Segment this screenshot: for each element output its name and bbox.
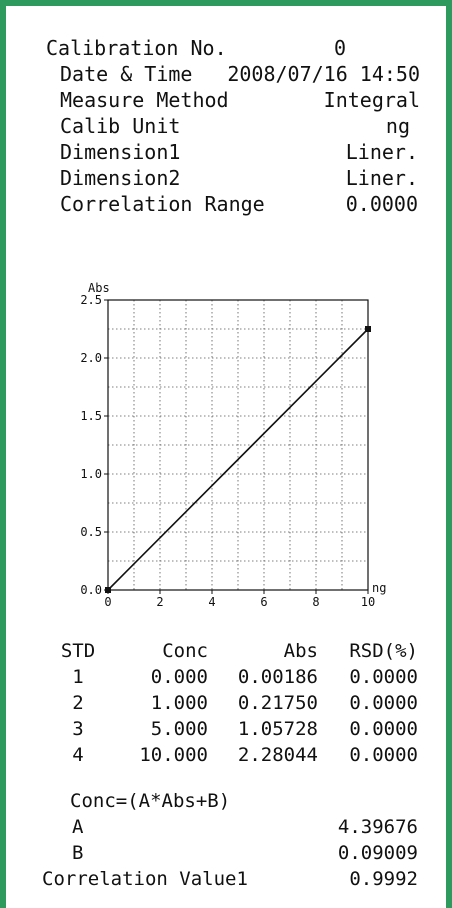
y-tick-label: 1.0	[80, 467, 102, 481]
dimension1-value: Liner.	[345, 140, 418, 164]
table-cell: 0.0000	[349, 666, 418, 688]
coefficient-b-value: 0.09009	[337, 842, 418, 864]
data-point-marker	[365, 326, 371, 332]
table-cell: 0.000	[150, 666, 208, 688]
x-tick-label: 8	[312, 595, 319, 609]
y-tick-label: 2.0	[80, 351, 102, 365]
measure-method-label: Measure Method	[60, 88, 229, 112]
table-cell: 2.28044	[237, 744, 318, 766]
x-tick-label: 6	[260, 595, 267, 609]
table-cell: 0.0000	[349, 744, 418, 766]
date-time-value: 2008/07/16 14:50	[227, 62, 420, 86]
table-header-cell: RSD(%)	[349, 640, 418, 662]
formula-equation: Conc=(A*Abs+B)	[70, 790, 231, 812]
y-tick-label: 1.5	[80, 409, 102, 423]
y-tick-label: 2.5	[80, 293, 102, 307]
dimension1-label: Dimension1	[60, 140, 181, 164]
table-cell: 0.0000	[349, 692, 418, 714]
correlation-range-value: 0.0000	[345, 192, 418, 216]
coefficient-a-label: A	[72, 816, 84, 838]
correlation-value-label: Correlation Value1	[42, 868, 248, 890]
calibration-no-label: Calibration No.	[46, 36, 227, 60]
x-tick-label: 0	[104, 595, 111, 609]
table-cell: 0.21750	[237, 692, 318, 714]
y-axis-label: Abs	[88, 281, 110, 295]
x-axis-label: ng	[372, 581, 386, 595]
table-cell: 1.05728	[237, 718, 318, 740]
table-header-cell: STD	[60, 640, 96, 662]
measure-method-value: Integral	[323, 88, 420, 112]
plot-area-border	[107, 299, 369, 591]
y-tick-label: 0.0	[80, 583, 102, 597]
coefficient-a-value: 4.39676	[337, 816, 418, 838]
table-header-cell: Abs	[283, 640, 318, 662]
dimension2-label: Dimension2	[60, 166, 181, 190]
x-tick-label: 4	[208, 595, 215, 609]
table-cell: 3	[72, 718, 84, 740]
calibration-fit-line	[107, 328, 369, 591]
x-tick-label: 10	[361, 595, 375, 609]
table-header-cell: Conc	[162, 640, 208, 662]
table-cell: 1	[72, 666, 84, 688]
table-cell: 5.000	[150, 718, 208, 740]
coefficient-b-label: B	[72, 842, 84, 864]
table-cell: 2	[72, 692, 84, 714]
calib-unit-value: ng	[385, 114, 410, 138]
table-cell: 10.000	[139, 744, 208, 766]
data-point-marker	[105, 587, 111, 593]
calibration-no-value: 0	[333, 36, 347, 60]
table-cell: 0.0000	[349, 718, 418, 740]
calibration-chart: 0.0 0.5 1.0 1.5 2.0 2.5 0 2 4 6 8 10 Abs ng	[80, 281, 386, 609]
x-tick-label: 2	[156, 595, 163, 609]
dimension2-value: Liner.	[345, 166, 418, 190]
correlation-range-label: Correlation Range	[60, 192, 265, 216]
date-time-label: Date & Time	[60, 62, 193, 86]
correlation-value: 0.9992	[349, 868, 418, 890]
table-cell: 0.00186	[237, 666, 318, 688]
table-cell: 4	[72, 744, 84, 766]
y-tick-label: 0.5	[80, 525, 102, 539]
table-cell: 1.000	[150, 692, 208, 714]
calib-unit-label: Calib Unit	[60, 114, 181, 138]
